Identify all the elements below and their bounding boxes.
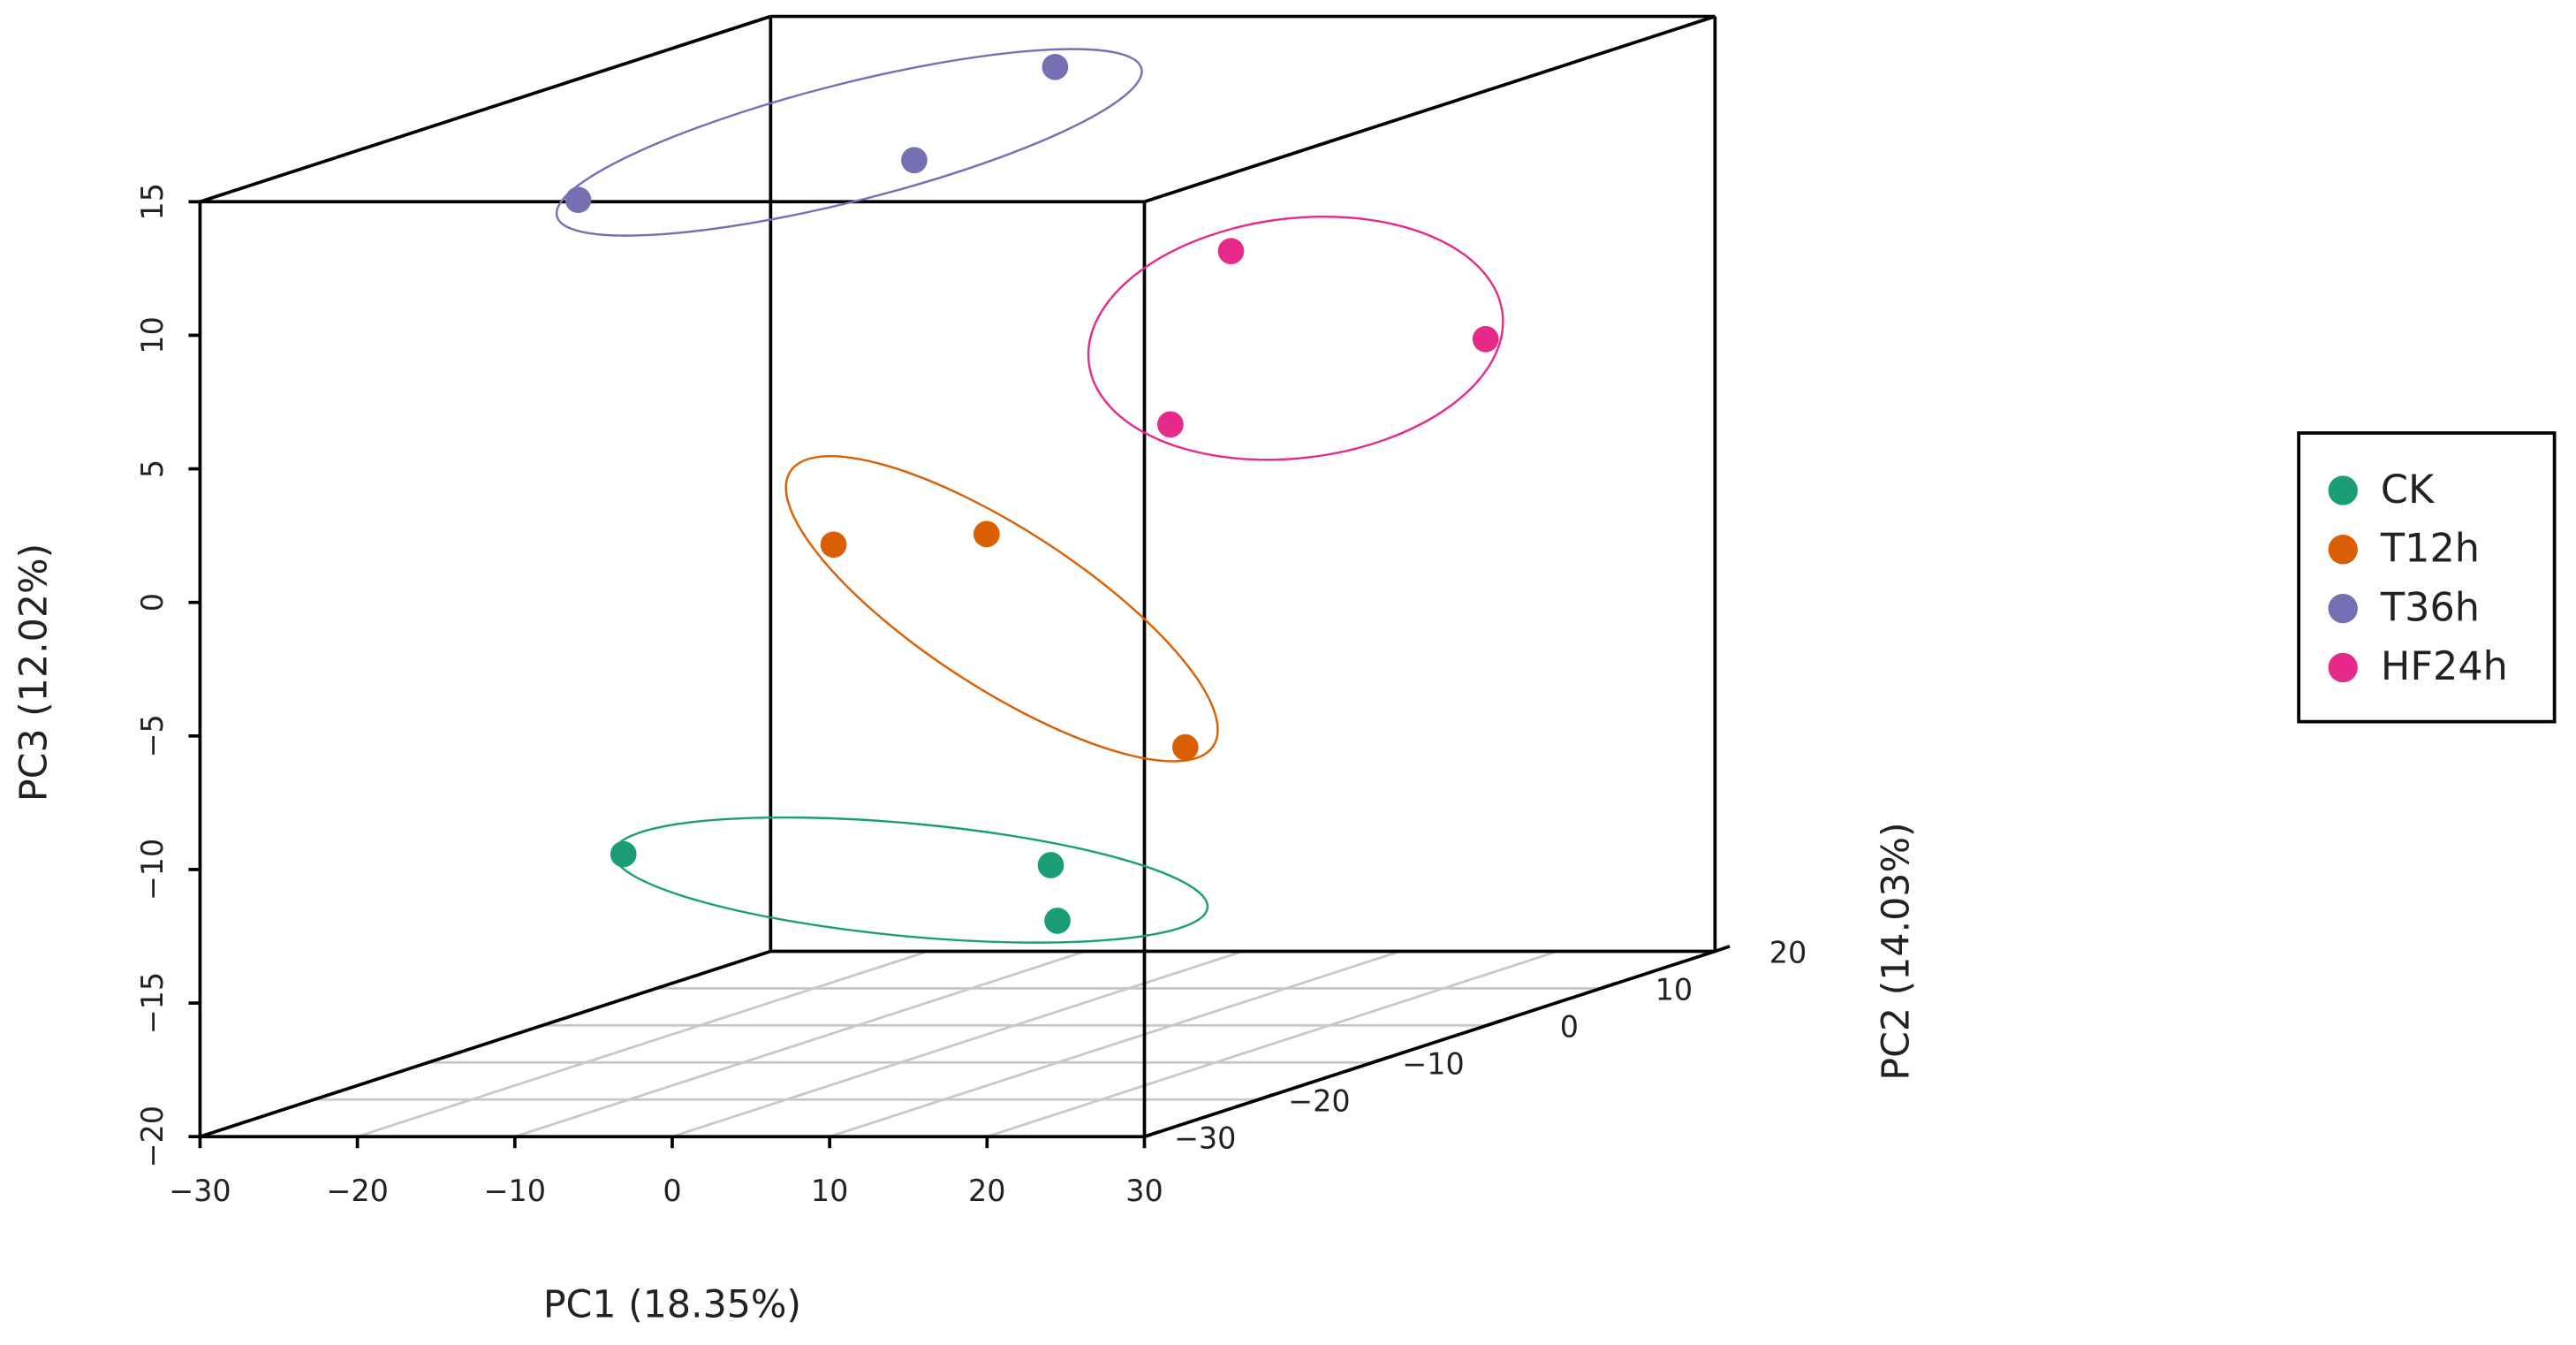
z-tick-label: −20 xyxy=(135,1106,170,1167)
legend-marker xyxy=(2328,475,2358,505)
y-tick-label: −10 xyxy=(1402,1047,1464,1082)
y-tick-label: −30 xyxy=(1174,1121,1236,1155)
x-tick-label: 0 xyxy=(663,1174,681,1208)
y-tick-label: 10 xyxy=(1655,973,1693,1007)
data-point xyxy=(1171,733,1199,761)
grid-line xyxy=(357,950,928,1138)
x-tick-label: −20 xyxy=(326,1174,388,1208)
confidence-ellipse xyxy=(555,48,1143,237)
data-point xyxy=(820,531,847,559)
confidence-ellipse xyxy=(1087,215,1504,461)
y-tick-label: 20 xyxy=(1769,936,1807,970)
grid-line xyxy=(514,950,1087,1138)
x-tick-label: 20 xyxy=(968,1174,1005,1208)
data-point xyxy=(610,840,637,868)
data-point xyxy=(1044,908,1071,934)
box-edge xyxy=(1143,949,1716,1138)
data-point xyxy=(1042,53,1069,80)
data-point xyxy=(1037,852,1064,878)
y-tick-label: 0 xyxy=(1560,1010,1579,1045)
tick-mark xyxy=(1258,1092,1274,1102)
tick-mark xyxy=(1143,1129,1160,1138)
tick-mark xyxy=(1714,945,1731,954)
confidence-ellipse xyxy=(784,454,1219,763)
data-point xyxy=(564,186,592,214)
z-tick-label: 10 xyxy=(135,316,170,354)
x-axis-title: PC1 (18.35%) xyxy=(543,1283,801,1327)
z-tick-label: −5 xyxy=(135,714,170,757)
z-tick-label: 15 xyxy=(135,183,170,221)
z-axis-title: PC3 (12.02%) xyxy=(11,543,56,802)
x-tick-label: −30 xyxy=(169,1174,231,1208)
box-edge xyxy=(1143,14,1716,204)
plot: −30 −20 −10 0 10 20 30 −30 −20 −10 0 10 20 −20 −15 −10 −… xyxy=(11,14,2557,1327)
z-tick-label: 5 xyxy=(135,460,170,478)
data-point xyxy=(974,521,1000,548)
tick-mark xyxy=(1600,982,1617,991)
legend-label: T12h xyxy=(2380,526,2480,572)
grid-line xyxy=(829,950,1401,1138)
z-tick-label: 0 xyxy=(135,593,170,612)
x-tick-label: 10 xyxy=(811,1174,849,1208)
box-edge xyxy=(199,14,771,204)
data-point xyxy=(1217,238,1245,265)
y-axis-title: PC2 (14.03%) xyxy=(1875,822,1919,1080)
data-point xyxy=(901,147,928,174)
tick-mark xyxy=(1372,1055,1389,1065)
z-tick-label: −10 xyxy=(135,839,170,900)
z-tick-label: −15 xyxy=(135,972,170,1034)
legend-marker xyxy=(2328,535,2358,565)
x-tick-label: −10 xyxy=(484,1174,546,1208)
box-edge xyxy=(199,949,771,1138)
x-tick-label: 30 xyxy=(1125,1174,1163,1208)
confidence-ellipse xyxy=(612,816,1209,944)
tick-mark xyxy=(1486,1019,1503,1028)
grid-line xyxy=(671,950,1244,1138)
grid-line xyxy=(986,950,1558,1138)
legend-marker xyxy=(2328,652,2358,683)
legend-label: HF24h xyxy=(2381,643,2508,689)
y-tick-label: −20 xyxy=(1288,1083,1350,1118)
legend-marker xyxy=(2328,593,2358,624)
data-point xyxy=(1472,325,1499,353)
legend-label: CK xyxy=(2381,467,2436,513)
legend-label: T36h xyxy=(2380,584,2480,630)
data-point xyxy=(1157,411,1184,438)
